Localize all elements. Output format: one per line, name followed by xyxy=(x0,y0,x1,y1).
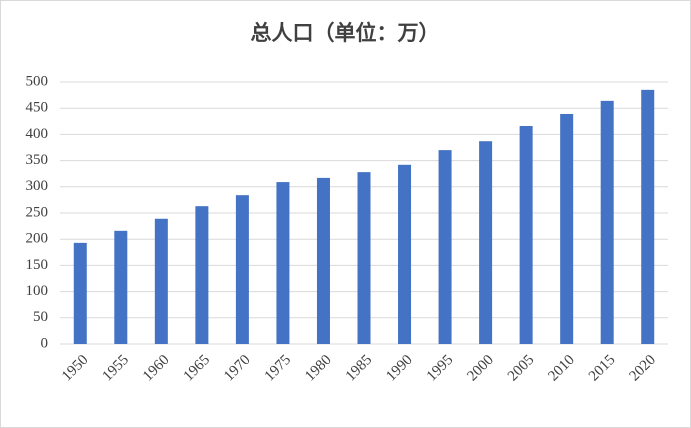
bar xyxy=(316,177,330,344)
y-tick-label: 200 xyxy=(26,231,49,247)
y-tick-label: 50 xyxy=(33,309,48,325)
y-tick-label: 300 xyxy=(26,178,49,194)
bar xyxy=(235,195,249,344)
y-tick-label: 100 xyxy=(26,283,49,299)
bar xyxy=(519,126,533,345)
y-tick-label: 500 xyxy=(26,73,49,89)
bar xyxy=(276,182,290,344)
bar xyxy=(114,230,128,344)
bar xyxy=(195,206,209,344)
chart-title: 总人口（单位：万） xyxy=(251,21,440,45)
y-tick-label: 250 xyxy=(26,204,49,220)
bar xyxy=(73,242,87,344)
y-tick-label: 150 xyxy=(26,257,49,273)
bar xyxy=(438,150,452,344)
bar xyxy=(600,100,614,344)
bar xyxy=(560,113,574,345)
y-tick-label: 350 xyxy=(26,152,49,168)
y-tick-label: 0 xyxy=(41,335,49,351)
bar xyxy=(357,172,371,344)
y-tick-label: 400 xyxy=(26,126,49,142)
bar xyxy=(641,89,655,344)
bar xyxy=(398,164,412,344)
bar xyxy=(479,141,493,344)
y-tick-label: 450 xyxy=(26,100,49,116)
bar xyxy=(154,218,168,344)
